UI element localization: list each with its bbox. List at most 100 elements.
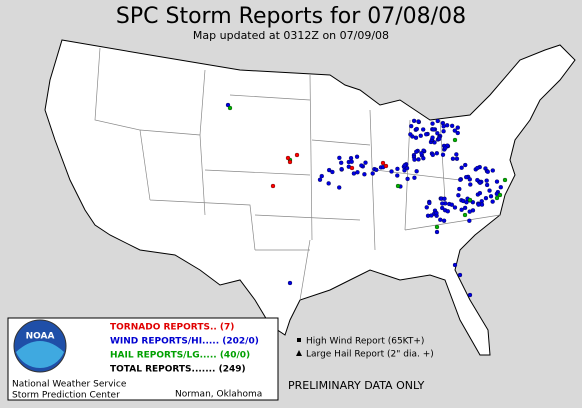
square-symbol [297, 338, 301, 342]
wind-report [438, 217, 443, 222]
preliminary-note: PRELIMINARY DATA ONLY [288, 379, 425, 392]
tornado-report [270, 183, 276, 189]
wind-report [327, 167, 332, 173]
wind-report [287, 280, 293, 286]
wind-report [355, 170, 360, 175]
wind-report [319, 173, 324, 179]
wind-report [359, 163, 364, 168]
wind-report [374, 167, 379, 173]
wind-report [395, 173, 400, 178]
wind-report [456, 193, 461, 198]
total-count: TOTAL REPORTS....... (249) [110, 365, 246, 375]
wind-report [435, 131, 440, 136]
wind-report [445, 123, 450, 128]
subtitle: Map updated at 0312Z on 07/09/08 [193, 29, 389, 42]
wind-report [412, 175, 417, 180]
wind-report [450, 156, 456, 161]
wind-report [421, 156, 426, 161]
wind-report [348, 156, 354, 161]
wind-report [429, 213, 434, 218]
wind-report [459, 165, 464, 170]
high-wind-key: High Wind Report (65KT+) [306, 337, 424, 347]
us-outline [44, 39, 576, 356]
hail-count: HAIL REPORTS/LG..... (40/0) [110, 351, 250, 361]
wind-report [409, 124, 414, 129]
agency: National Weather Service [12, 380, 127, 390]
wind-report [389, 169, 394, 174]
wind-report [440, 205, 445, 211]
wind-report [476, 202, 481, 207]
wind-report [416, 119, 421, 124]
wind-report [455, 125, 460, 130]
wind-report [427, 200, 432, 206]
wind-report [421, 127, 426, 132]
logo-text: NOAA [26, 332, 55, 342]
wind-report [452, 205, 458, 210]
wind-report [445, 209, 450, 214]
wind-report [441, 124, 446, 129]
wind-report [475, 177, 480, 183]
wind-report [490, 199, 495, 204]
wind-report [441, 218, 447, 223]
wind-report [362, 172, 367, 177]
tornado-report [294, 152, 300, 158]
wind-report [424, 205, 429, 210]
wind-report [450, 123, 455, 128]
wind-report [413, 135, 419, 140]
wind-report [349, 159, 354, 164]
wind-report [414, 149, 419, 154]
title: SPC Storm Reports for 07/08/08 [116, 4, 466, 29]
location: Norman, Oklahoma [175, 390, 262, 400]
wind-report [459, 207, 464, 212]
tornado-report [285, 155, 291, 161]
wind-report [467, 209, 472, 214]
wind-report [337, 155, 342, 160]
wind-report [434, 151, 440, 156]
triangle-symbol [296, 350, 302, 356]
tornado-count: TORNADO REPORTS.. (7) [110, 323, 234, 333]
wind-report [443, 145, 448, 151]
report-markers [225, 102, 508, 298]
tornado-report [383, 163, 389, 169]
hail-report [467, 197, 473, 203]
wind-report [416, 157, 421, 162]
wind-report [475, 165, 480, 171]
tornado-report [380, 160, 386, 166]
tornado-report [287, 159, 293, 165]
wind-report [477, 180, 483, 185]
wind-count: WIND REPORTS/HI..... (202/0) [110, 337, 259, 347]
wind-report [412, 157, 417, 162]
state-lines [94, 47, 501, 301]
wind-report [484, 182, 490, 188]
wind-report [488, 194, 494, 199]
hail-report [502, 177, 508, 183]
wind-report [442, 196, 447, 201]
wind-report [490, 168, 495, 173]
hail-report [462, 212, 468, 218]
wind-report [363, 160, 368, 165]
wind-report [435, 118, 440, 124]
wind-report [434, 229, 440, 235]
wind-report [414, 169, 419, 174]
wind-report [317, 177, 323, 182]
wind-report [434, 210, 439, 216]
hail-report [497, 192, 503, 198]
hail-report [227, 105, 233, 111]
wind-report [351, 171, 357, 176]
wind-report [418, 133, 423, 138]
large-hail-key: Large Hail Report (2" dia. +) [306, 350, 434, 360]
wind-report [452, 262, 458, 268]
wind-report [464, 175, 469, 180]
wind-report [424, 132, 429, 137]
wind-report [437, 136, 442, 141]
wind-report [452, 128, 457, 133]
wind-report [441, 129, 446, 134]
wind-report [408, 132, 413, 137]
hail-report [494, 195, 500, 201]
wind-report [494, 179, 500, 184]
wind-report [457, 186, 462, 192]
wind-report [225, 102, 231, 108]
wind-report [457, 272, 463, 278]
wind-report [485, 169, 490, 174]
